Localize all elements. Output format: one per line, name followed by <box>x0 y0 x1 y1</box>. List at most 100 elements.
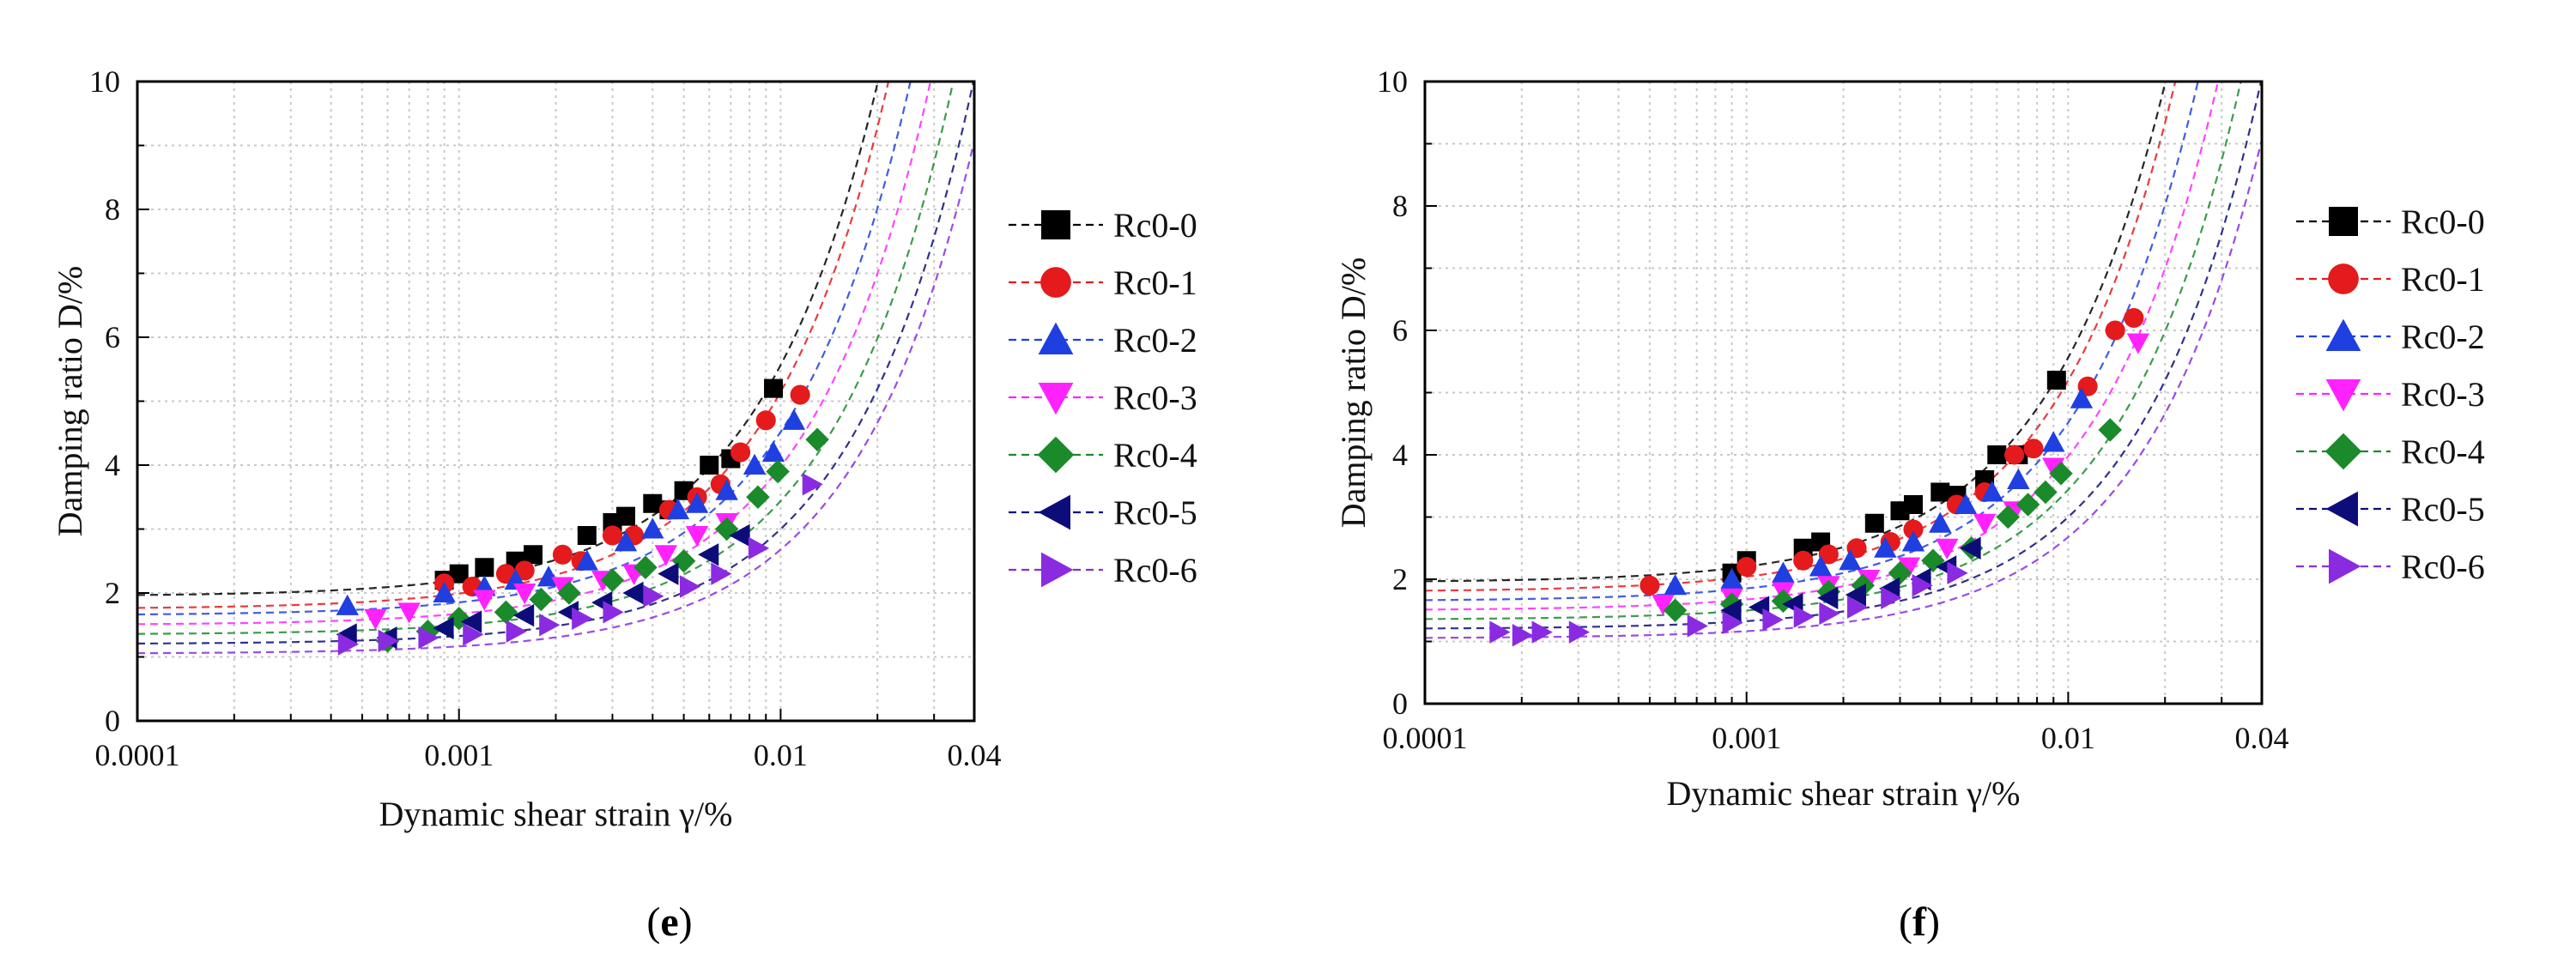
data-point <box>1996 505 2021 529</box>
legend-marker <box>1037 436 1075 474</box>
data-point <box>1930 482 1950 502</box>
data-point <box>1652 595 1675 616</box>
data-points <box>1489 307 2150 647</box>
x-tick-label: 0.01 <box>2041 721 2095 755</box>
data-point <box>1901 530 1925 552</box>
x-tick-label: 0.0001 <box>95 738 180 772</box>
legend-label: Rc0-2 <box>1113 321 1197 360</box>
data-point <box>364 608 387 630</box>
data-point <box>2070 387 2094 408</box>
legend-label: Rc0-4 <box>2401 433 2485 471</box>
data-point <box>449 564 469 584</box>
data-point <box>2098 418 2122 442</box>
legend-item-rc0-5: Rc0-5 <box>2296 490 2485 529</box>
y-tick-label: 8 <box>1392 189 1408 223</box>
legend-marker <box>2325 491 2358 527</box>
data-point <box>1847 596 1869 619</box>
data-point <box>602 525 623 546</box>
legend-item-rc0-1: Rc0-1 <box>1009 263 1197 302</box>
x-tick-label: 0.001 <box>424 738 494 772</box>
fit-curves <box>1425 82 2262 639</box>
data-point <box>378 629 399 653</box>
data-point <box>2049 462 2073 486</box>
y-tick-label: 8 <box>105 192 120 227</box>
data-point <box>1864 513 1884 533</box>
fit-curve-rc0-3 <box>1425 82 2220 611</box>
legend-item-rc0-4: Rc0-4 <box>1009 436 1197 475</box>
data-point <box>790 384 810 405</box>
legend-marker <box>2329 548 2361 584</box>
legend-label: Rc0-2 <box>2401 318 2485 356</box>
x-tick-label: 0.04 <box>2235 721 2289 755</box>
legend-item-rc0-0: Rc0-0 <box>1009 206 1197 245</box>
data-point <box>575 549 599 571</box>
data-point <box>572 607 593 630</box>
legend-label: Rc0-6 <box>2401 547 2485 586</box>
panel-label-e: (e) <box>646 899 692 945</box>
data-point <box>2126 333 2150 354</box>
legend-marker <box>1038 494 1070 530</box>
data-point <box>805 427 829 451</box>
data-point <box>1663 598 1688 622</box>
data-point <box>1954 493 1978 514</box>
legend-label: Rc0-4 <box>1113 436 1197 475</box>
legend-label: Rc0-3 <box>2401 375 2485 414</box>
data-point <box>2015 493 2040 517</box>
data-point <box>2124 307 2144 329</box>
data-point <box>654 545 678 566</box>
x-tick-label: 0.04 <box>948 738 1002 772</box>
series-rc0-4 <box>375 427 829 653</box>
fit-curve-rc0-1 <box>137 82 890 609</box>
data-point <box>1987 445 2007 464</box>
data-point <box>658 562 679 585</box>
legend-item-rc0-5: Rc0-5 <box>1009 493 1197 532</box>
data-point <box>2042 457 2065 479</box>
data-point <box>1839 549 1862 571</box>
legend-item-rc0-6: Rc0-6 <box>2296 547 2485 586</box>
data-point <box>461 610 482 633</box>
data-point <box>512 603 535 627</box>
fit-curve-rc0-4 <box>137 82 955 635</box>
data-point <box>1929 511 1952 533</box>
y-tick-label: 2 <box>105 576 120 610</box>
legend-item-rc0-3: Rc0-3 <box>1009 378 1197 417</box>
series-rc0-2 <box>1664 387 2094 596</box>
x-tick-label: 0.01 <box>754 738 808 772</box>
fit-curve-rc0-3 <box>137 82 932 626</box>
data-point <box>615 506 635 526</box>
legend-label: Rc0-5 <box>1113 493 1197 532</box>
legend-label: Rc0-3 <box>1113 378 1197 417</box>
panel-label-f: (f) <box>1899 899 1940 945</box>
data-point <box>1903 519 1924 540</box>
data-point <box>1687 614 1708 638</box>
fit-curve-rc0-6 <box>1425 139 2262 639</box>
legend-item-rc0-1: Rc0-1 <box>2296 260 2485 299</box>
data-point <box>1489 620 1511 644</box>
data-point <box>1818 544 1839 565</box>
data-point <box>748 536 770 560</box>
data-point <box>2105 320 2125 341</box>
legend-marker <box>1041 210 1070 239</box>
data-point <box>1793 605 1815 628</box>
fit-curve-rc0-6 <box>137 141 974 655</box>
data-point <box>552 544 573 565</box>
data-point <box>418 626 439 650</box>
data-point <box>2007 468 2030 489</box>
data-point <box>755 410 776 431</box>
legend-label: Rc0-5 <box>2401 490 2485 529</box>
data-point <box>633 555 658 579</box>
data-point <box>700 456 719 475</box>
series-rc0-0 <box>434 378 784 590</box>
legend-label: Rc0-0 <box>1113 206 1197 245</box>
data-point <box>524 545 543 565</box>
fit-curve-rc0-5 <box>1425 82 2262 630</box>
data-point <box>742 453 767 475</box>
data-point <box>1936 538 1959 560</box>
y-tick-label: 0 <box>105 704 120 738</box>
fit-curve-rc0-2 <box>137 82 912 616</box>
data-point <box>685 525 709 547</box>
grid <box>1425 82 2262 704</box>
legend-marker <box>2329 207 2358 236</box>
data-point <box>506 620 527 643</box>
data-point <box>1888 561 1912 585</box>
